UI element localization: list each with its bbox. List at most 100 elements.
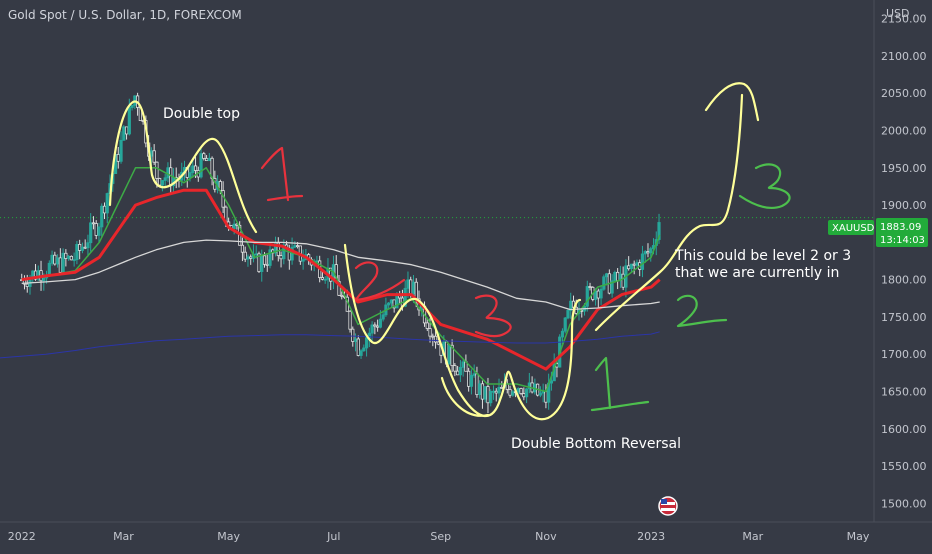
candle-body-107 xyxy=(315,260,319,263)
candle-body-73 xyxy=(221,190,225,208)
candle-body-167 xyxy=(480,383,485,400)
candle-body-155 xyxy=(447,344,451,365)
candle-body-190 xyxy=(544,390,548,403)
candle-body-12 xyxy=(53,254,57,265)
candle-body-53 xyxy=(166,167,170,179)
candle-body-10 xyxy=(47,262,51,276)
currency-label: USD xyxy=(886,7,910,20)
candle-body-16 xyxy=(64,252,68,259)
symbol-tag-label: XAUUSD xyxy=(832,223,875,234)
candle-body-220 xyxy=(627,265,631,270)
candle-body-212 xyxy=(605,273,609,278)
candle-body-66 xyxy=(202,153,206,159)
candle-body-158 xyxy=(456,370,460,376)
candle-body-109 xyxy=(320,277,325,280)
time-tick-6: 2023 xyxy=(637,530,665,543)
candle-body-83 xyxy=(249,256,253,259)
candle-body-198 xyxy=(566,310,570,319)
time-tick-0: 2022 xyxy=(8,530,36,543)
candle-body-19 xyxy=(72,259,76,262)
candle-body-173 xyxy=(497,386,501,394)
candle-body-221 xyxy=(629,263,634,270)
double-bottom-left-arc-stroke xyxy=(440,376,490,417)
candle-body-164 xyxy=(472,373,476,376)
economic-events-icon[interactable] xyxy=(658,496,678,516)
candle-body-81 xyxy=(243,251,247,260)
candle-body-197 xyxy=(563,317,567,332)
green-number-1-stroke xyxy=(590,356,650,412)
candle-body-11 xyxy=(50,254,54,264)
candle-body-85 xyxy=(254,253,258,256)
candle-body-231 xyxy=(657,222,661,240)
ma-mid-line xyxy=(21,188,661,371)
candle-body-166 xyxy=(478,383,482,396)
candle-body-226 xyxy=(643,251,647,255)
red-number-2-stroke xyxy=(354,261,406,302)
candle-body-131 xyxy=(381,314,385,320)
candle-body-31 xyxy=(105,193,109,214)
candle-body-209 xyxy=(596,290,600,299)
candle-body-125 xyxy=(364,337,369,349)
ma-fast-line xyxy=(21,167,661,393)
candle-body-40 xyxy=(130,105,134,108)
price-axis-panel[interactable] xyxy=(874,0,932,550)
candle-body-171 xyxy=(491,390,496,393)
price-tick-13: 1500.00 xyxy=(881,497,927,510)
candle-body-49 xyxy=(155,161,159,179)
price-tick-4: 1950.00 xyxy=(881,162,927,175)
candle-body-210 xyxy=(599,288,603,299)
candle-body-130 xyxy=(378,318,382,328)
candle-body-170 xyxy=(489,390,493,404)
rally-arrow-stroke xyxy=(594,82,760,332)
price-tag[interactable]: XAUUSD 1883.09 13:14:03 xyxy=(828,218,928,247)
candle-body-148 xyxy=(428,328,432,337)
candle-body-157 xyxy=(453,365,457,372)
candle-body-128 xyxy=(373,324,377,327)
candle-body-172 xyxy=(494,390,498,394)
candle-body-67 xyxy=(204,157,209,162)
time-axis-labels: 2022 Mar May Jul Sep Nov 2023 Mar May xyxy=(8,530,870,543)
chart-title: Gold Spot / U.S. Dollar, 1D, FOREXCOM xyxy=(8,8,242,22)
candle-body-205 xyxy=(585,286,589,307)
candle-body-141 xyxy=(409,279,413,295)
time-tick-2: May xyxy=(217,530,240,543)
green-number-2-stroke xyxy=(676,294,728,328)
price-tick-8: 1750.00 xyxy=(881,311,927,324)
candle-body-140 xyxy=(406,279,410,289)
candle-body-14 xyxy=(58,257,62,273)
price-tick-2: 2050.00 xyxy=(881,87,927,100)
candle-body-63 xyxy=(193,165,198,171)
price-axis-labels: 2150.00 2100.00 2050.00 2000.00 1950.00 1900.… xyxy=(881,13,927,511)
candle-body-181 xyxy=(519,388,523,394)
level-note-line1: This could be level 2 or 3 xyxy=(674,248,851,264)
candle-body-162 xyxy=(467,370,471,387)
candle-body-168 xyxy=(483,386,487,400)
double-top-label: Double top xyxy=(163,106,240,122)
candle-body-119 xyxy=(348,310,352,330)
candle-body-192 xyxy=(549,380,554,384)
candle-body-182 xyxy=(522,393,526,398)
price-tag-value: 1883.09 xyxy=(880,222,921,233)
candle-body-80 xyxy=(240,244,245,253)
candle-body-48 xyxy=(152,150,156,163)
candle-body-218 xyxy=(621,273,625,288)
ma-long-line xyxy=(0,331,660,359)
price-tick-10: 1650.00 xyxy=(881,386,927,399)
candle-body-159 xyxy=(458,366,462,376)
candle-body-183 xyxy=(524,388,529,398)
candle-body-143 xyxy=(414,281,418,300)
candle-body-180 xyxy=(516,388,520,393)
drawings-group xyxy=(108,82,791,421)
candle-body-134 xyxy=(389,299,394,304)
price-tick-12: 1550.00 xyxy=(881,460,927,473)
candle-body-133 xyxy=(387,302,391,306)
red-number-1-stroke xyxy=(260,146,304,202)
price-tick-11: 1600.00 xyxy=(881,423,927,436)
candle-body-30 xyxy=(102,205,107,214)
level-note-line2: that we are currently in xyxy=(675,265,839,281)
time-tick-4: Sep xyxy=(430,530,451,543)
red-number-3-stroke xyxy=(474,294,512,338)
candle-body-142 xyxy=(411,281,416,295)
